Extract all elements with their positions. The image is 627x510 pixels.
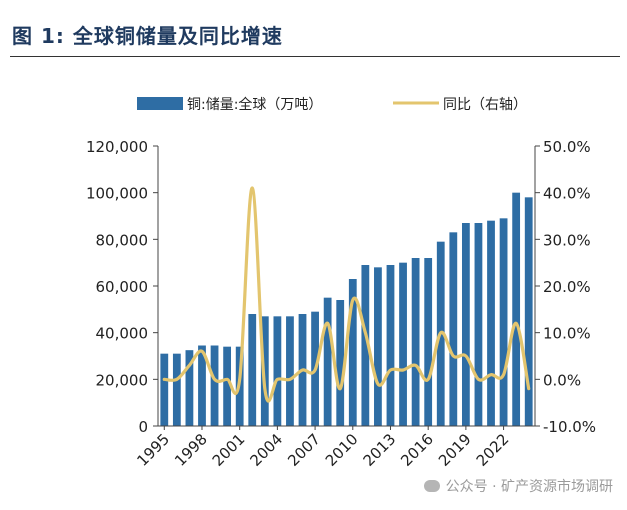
bar-1998 <box>198 345 206 426</box>
watermark-text: 公众号 · 矿产资源市场调研 <box>445 479 613 495</box>
yoy-point-2017 <box>439 331 442 334</box>
yoy-point-2005 <box>289 378 291 381</box>
bar-2000 <box>223 346 232 426</box>
legend-line-label: 同比（右轴） <box>443 97 527 113</box>
bar-2020 <box>474 223 483 426</box>
legend-bar-label: 铜:储量:全球（万吨） <box>187 96 322 113</box>
bar-2012 <box>374 267 382 426</box>
yoy-point-2007 <box>314 369 316 371</box>
legend-bar-swatch <box>137 97 183 110</box>
yoy-point-2023 <box>515 322 517 325</box>
x-tick-label: 2013 <box>360 430 400 470</box>
bar-2015 <box>411 258 420 426</box>
watermark: 公众号 · 矿产资源市场调研 <box>423 476 613 496</box>
bar-2010 <box>348 279 357 426</box>
chart-title: 图 1: 全球铜储量及同比增速 <box>12 24 283 48</box>
y-left-tick-label: 40,000 <box>96 325 149 343</box>
wechat-icon <box>423 480 440 492</box>
x-tick-label: 2022 <box>473 430 513 470</box>
yoy-point-2024 <box>527 387 530 390</box>
yoy-point-1996 <box>176 378 178 381</box>
yoy-point-2020 <box>477 378 480 381</box>
y-left-tick-label: 120,000 <box>86 138 148 156</box>
bar-2014 <box>399 262 407 426</box>
x-tick-label: 1995 <box>133 430 173 470</box>
y-right-tick-label: 40.0% <box>543 185 591 203</box>
y-right-tick-label: 50.0% <box>543 138 591 156</box>
yoy-point-2006 <box>301 369 304 371</box>
bar-1995 <box>160 353 169 426</box>
yoy-point-2015 <box>414 364 417 367</box>
yoy-point-1997 <box>188 364 191 367</box>
y-left-tick-label: 0 <box>138 418 148 436</box>
bar-2021 <box>487 220 495 426</box>
y-right-tick-label: 10.0% <box>543 325 591 343</box>
bar-1999 <box>210 345 219 426</box>
x-tick-label: 2019 <box>435 430 475 470</box>
legend: 铜:储量:全球（万吨） 同比（右轴） <box>137 96 527 113</box>
y-right-tick-label: 20.0% <box>543 278 591 296</box>
bar-1996 <box>172 353 181 426</box>
bar-2008 <box>323 297 332 426</box>
bar-2024 <box>524 197 533 426</box>
bar-2004 <box>273 316 282 426</box>
bar-1997 <box>185 350 194 426</box>
x-tick-label: 2004 <box>246 430 286 470</box>
y-right-tick-label: -10.0% <box>543 418 596 436</box>
yoy-point-2008 <box>326 322 329 325</box>
bar-2019 <box>461 223 470 426</box>
bar-2002 <box>248 314 257 426</box>
yoy-point-2013 <box>389 369 392 371</box>
yoy-point-2004 <box>276 378 279 381</box>
yoy-point-2002 <box>251 187 254 189</box>
yoy-point-2011 <box>364 331 367 334</box>
yoy-point-2021 <box>490 373 492 376</box>
x-tick-label: 1998 <box>171 430 211 470</box>
yoy-point-1999 <box>213 378 216 381</box>
yoy-point-1995 <box>163 378 166 381</box>
yoy-point-2022 <box>502 373 505 376</box>
yoy-point-2003 <box>264 387 266 390</box>
bar-2005 <box>286 316 294 426</box>
y-left-tick-label: 80,000 <box>96 231 149 249</box>
y-right-tick-label: 0.0% <box>543 371 581 389</box>
yoy-line <box>162 186 531 403</box>
yoy-point-2000 <box>226 378 228 381</box>
yoy-point-2009 <box>339 387 342 390</box>
bar-2016 <box>424 258 433 426</box>
bar-2011 <box>361 265 370 426</box>
yoy-point-2010 <box>351 299 354 301</box>
title-divider <box>10 56 620 57</box>
bar-2009 <box>336 300 345 426</box>
yoy-point-2018 <box>452 355 455 357</box>
yoy-point-2001 <box>238 378 241 381</box>
line-series <box>162 186 531 403</box>
y-left-tick-label: 60,000 <box>96 278 149 296</box>
yoy-point-2014 <box>402 369 404 371</box>
bar-2018 <box>449 232 458 426</box>
x-tick-label: 2016 <box>397 430 437 470</box>
y-right-tick-label: 30.0% <box>543 231 591 249</box>
bar-2013 <box>386 265 395 426</box>
x-tick-label: 2010 <box>322 430 362 470</box>
yoy-point-2016 <box>427 378 429 381</box>
yoy-point-1998 <box>201 350 203 353</box>
y-left-tick-label: 100,000 <box>86 185 148 203</box>
bar-2023 <box>512 192 521 426</box>
bar-series <box>160 192 533 426</box>
y-left-tick-label: 20,000 <box>96 371 149 389</box>
yoy-point-2019 <box>465 355 467 357</box>
yoy-point-2012 <box>377 383 379 385</box>
bar-2022 <box>499 218 508 426</box>
x-tick-label: 2001 <box>209 430 249 470</box>
x-tick-label: 2007 <box>284 430 324 470</box>
